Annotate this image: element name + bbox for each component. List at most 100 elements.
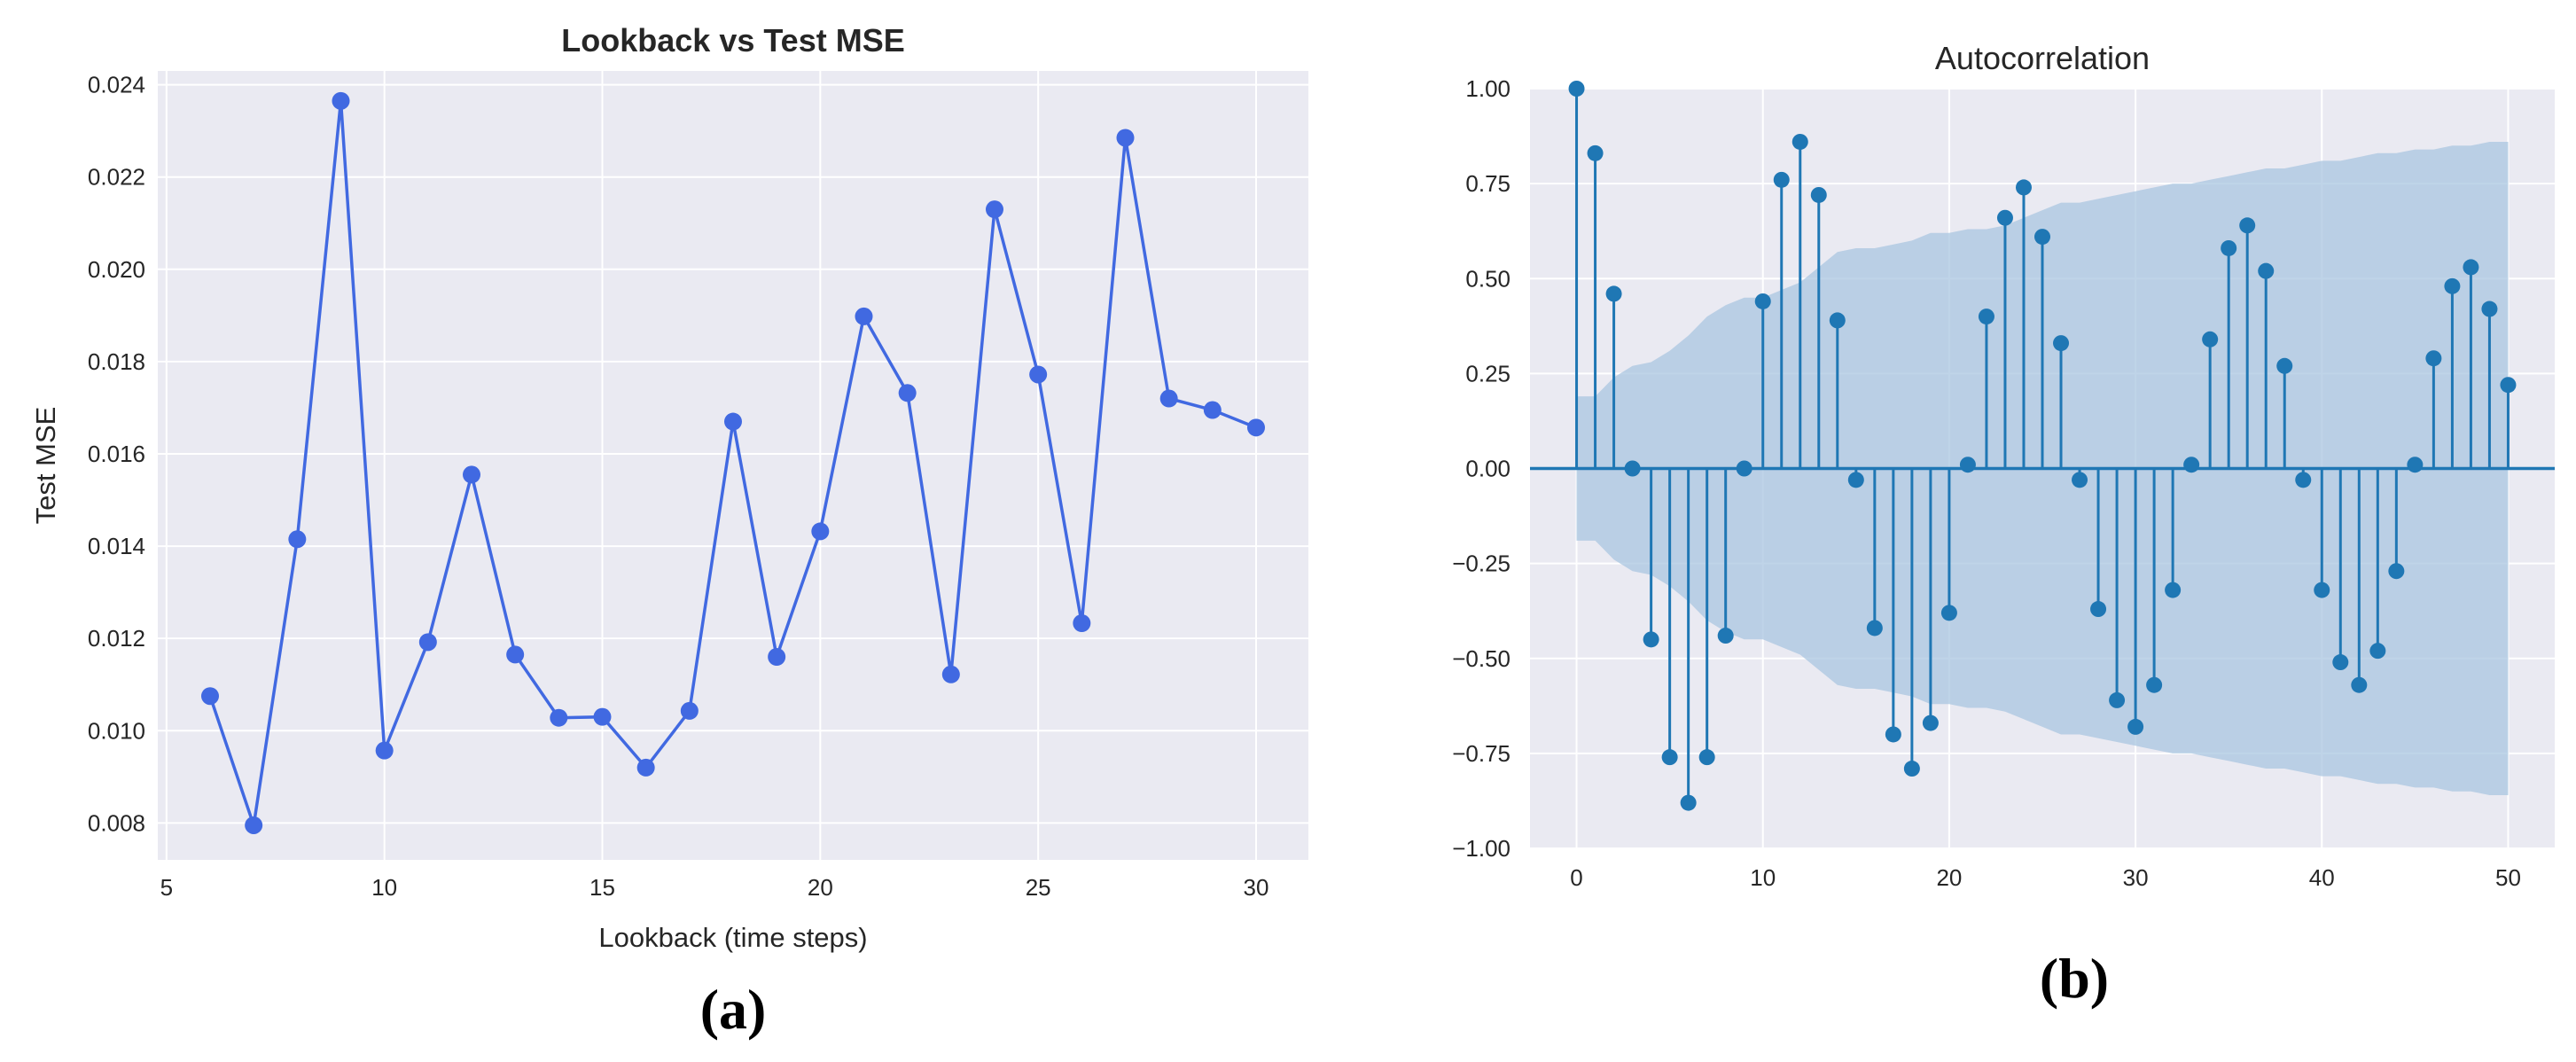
chart-a-y-tick-label: 0.012 (88, 625, 145, 652)
chart-b-stem-marker (2109, 691, 2126, 708)
chart-a-y-tick-label: 0.020 (88, 256, 145, 283)
chart-b: −1.00 −0.75 −0.50 −0.25 0.00 0.25 0.50 0.75 1.00… (1452, 40, 2555, 1010)
chart-a-data-point (332, 91, 350, 110)
chart-b-stem-marker (2295, 472, 2312, 488)
chart-b-stem-marker (2239, 217, 2256, 234)
chart-b-stem-marker (2314, 582, 2330, 598)
chart-b-y-ticks: −1.00 −0.75 −0.50 −0.25 0.00 0.25 0.50 0.75 1.00 (1452, 75, 1510, 862)
chart-b-stem-marker (2053, 335, 2070, 352)
chart-b-stem-marker (1978, 308, 1994, 325)
chart-b-stem-marker (1922, 715, 1939, 731)
chart-b-stem-marker (2351, 676, 2368, 693)
chart-b-stem-marker (1643, 631, 1659, 648)
chart-b-stem-marker (1959, 457, 1976, 473)
chart-b-stem-marker (2146, 676, 2163, 693)
chart-b-stem-marker (2332, 654, 2349, 671)
chart-a-data-point (768, 647, 786, 666)
chart-a-data-point (1073, 614, 1091, 632)
chart-a-data-point (941, 665, 960, 683)
chart-b-stem-marker (2388, 563, 2405, 580)
chart-b-x-ticks: 0 10 20 30 40 50 (1570, 864, 2521, 891)
chart-a-data-point (1029, 365, 1048, 384)
chart-b-y-tick-label: −0.75 (1452, 740, 1510, 767)
chart-a-data-point (811, 522, 830, 541)
chart-b-stem-marker (1810, 186, 1827, 203)
chart-a-x-tick-label: 30 (1244, 874, 1269, 901)
chart-a-y-tick-label: 0.018 (88, 348, 145, 375)
chart-b-stem-marker (2481, 301, 2498, 317)
chart-b-stem-marker (2407, 457, 2424, 473)
chart-b-x-tick-label: 40 (2309, 864, 2335, 891)
chart-a-data-point (1247, 418, 1265, 437)
chart-b-x-tick-label: 30 (2123, 864, 2149, 891)
chart-a-x-tick-label: 25 (1026, 874, 1051, 901)
chart-a-data-point (506, 645, 525, 664)
chart-a-points (201, 91, 1265, 834)
chart-a-data-point (593, 707, 612, 726)
chart-a-gridlines (158, 71, 1308, 860)
chart-a-data-point (1116, 129, 1135, 147)
chart-b-stem-marker (1568, 81, 1585, 97)
chart-b-y-tick-label: −0.50 (1452, 645, 1510, 672)
chart-b-stem-marker (2015, 179, 2032, 196)
chart-b-stem-marker (2500, 377, 2517, 394)
chart-a-data-point (418, 633, 437, 652)
chart-b-y-tick-label: 0.75 (1465, 170, 1510, 197)
chart-b-panel-label: (b) (2040, 947, 2109, 1010)
chart-a-x-ticks: 5 10 15 20 25 30 (160, 874, 1269, 901)
chart-b-stem-marker (2202, 331, 2219, 347)
chart-a-data-point (375, 741, 394, 760)
chart-a-x-tick-label: 20 (808, 874, 833, 901)
chart-b-stem-marker (1680, 794, 1697, 811)
chart-a-data-point (1203, 401, 1222, 419)
chart-b-stem-marker (1624, 460, 1641, 477)
chart-b-stem-marker (2090, 601, 2107, 618)
chart-b-stem-marker (2425, 350, 2442, 367)
chart-a-x-tick-label: 10 (371, 874, 397, 901)
chart-a-data-point (1159, 389, 1178, 408)
chart-b-stem-marker (2444, 277, 2461, 294)
chart-b-y-tick-label: 1.00 (1465, 75, 1510, 102)
chart-a-data-point (636, 758, 655, 777)
chart-b-stem-marker (1587, 144, 1604, 161)
chart-a-y-axis-label: Test MSE (30, 407, 61, 525)
chart-a-y-tick-label: 0.016 (88, 441, 145, 467)
chart-a-data-point (855, 307, 873, 325)
chart-a-x-axis-label: Lookback (time steps) (598, 922, 867, 953)
chart-b-stem-marker (1736, 460, 1752, 477)
chart-a-plot-area (158, 71, 1308, 860)
chart-b-stem-marker (1717, 628, 1734, 644)
chart-b-stems (1568, 81, 2517, 811)
chart-a-data-point (550, 708, 568, 727)
chart-b-stem-marker (1605, 285, 1622, 302)
chart-b-y-tick-label: −1.00 (1452, 835, 1510, 862)
chart-b-x-tick-label: 50 (2495, 864, 2521, 891)
chart-a-y-tick-label: 0.008 (88, 809, 145, 836)
chart-a-data-point (898, 384, 917, 402)
chart-a-y-tick-label: 0.024 (88, 72, 145, 98)
chart-b-stem-marker (2034, 229, 2050, 246)
chart-a-data-point (245, 816, 263, 834)
chart-b-stem-marker (1661, 749, 1678, 766)
chart-b-stem-marker (1885, 726, 1901, 743)
chart-a-y-tick-label: 0.014 (88, 533, 145, 559)
chart-b-stem-marker (2183, 457, 2200, 473)
chart-b-stem-marker (1996, 209, 2013, 226)
chart-b-stem-marker (1903, 761, 1920, 777)
chart-a-data-point (986, 200, 1003, 219)
chart-b-stem-marker (1866, 620, 1883, 636)
chart-b-stem-marker (1940, 605, 1957, 621)
chart-b-stem-marker (2221, 239, 2237, 256)
chart-a-data-point (680, 701, 699, 720)
chart-b-y-tick-label: −0.25 (1452, 551, 1510, 577)
chart-a-y-ticks: 0.008 0.010 0.012 0.014 0.016 0.018 0.020 0.022… (88, 72, 145, 837)
chart-b-x-tick-label: 10 (1750, 864, 1776, 891)
chart-a-data-point (724, 412, 742, 431)
chart-b-stem-marker (2165, 582, 2182, 598)
chart-a-title: Lookback vs Test MSE (561, 22, 904, 59)
chart-a-y-tick-label: 0.010 (88, 717, 145, 744)
chart-a-x-tick-label: 5 (160, 874, 173, 901)
chart-a-panel-label: (a) (700, 978, 767, 1041)
chart-b-y-tick-label: 0.00 (1465, 456, 1510, 482)
chart-b-y-tick-label: 0.25 (1465, 360, 1510, 387)
